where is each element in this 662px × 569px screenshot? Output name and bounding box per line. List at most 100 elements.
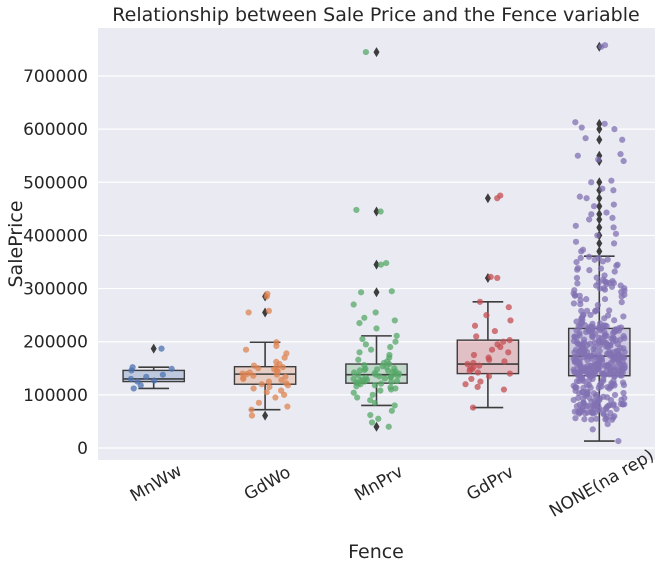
strip-point bbox=[621, 287, 628, 294]
strip-point bbox=[579, 246, 587, 253]
strip-point bbox=[620, 313, 627, 320]
strip-point bbox=[500, 338, 507, 345]
strip-point bbox=[598, 370, 605, 377]
strip-point bbox=[367, 397, 374, 404]
strip-point bbox=[603, 209, 610, 216]
strip-point bbox=[248, 412, 256, 419]
strip-point bbox=[265, 307, 272, 314]
strip-point bbox=[610, 187, 617, 194]
strip-point bbox=[599, 185, 606, 192]
strip-point bbox=[578, 341, 585, 348]
strip-point bbox=[597, 325, 604, 332]
strip-point bbox=[491, 327, 498, 335]
outlier-marker bbox=[373, 421, 380, 432]
strip-point bbox=[601, 120, 608, 127]
outlier-marker bbox=[596, 238, 603, 249]
strip-point bbox=[596, 395, 604, 402]
strip-point bbox=[248, 406, 255, 413]
strip-point bbox=[593, 307, 600, 314]
strip-point bbox=[614, 261, 621, 268]
strip-point bbox=[589, 325, 596, 332]
strip-point bbox=[130, 385, 137, 392]
strip-point bbox=[393, 377, 401, 385]
strip-point bbox=[572, 346, 580, 353]
outlier-marker bbox=[596, 214, 603, 225]
strip-point bbox=[506, 370, 513, 377]
strip-point bbox=[487, 273, 494, 280]
x-axis-label: Fence bbox=[348, 541, 404, 563]
strip-point bbox=[582, 135, 589, 142]
strip-point bbox=[377, 208, 384, 215]
strip-point bbox=[595, 384, 602, 392]
strip-point bbox=[127, 375, 135, 383]
strip-point bbox=[273, 339, 280, 346]
strip-point bbox=[572, 222, 579, 229]
strip-point bbox=[255, 399, 263, 406]
strip-point bbox=[594, 232, 601, 239]
strip-point bbox=[580, 311, 587, 318]
strip-point bbox=[620, 157, 627, 165]
strip-point bbox=[620, 333, 627, 340]
y-tick-label: 0 bbox=[77, 439, 88, 459]
strip-point bbox=[356, 367, 363, 374]
strip-point bbox=[273, 358, 280, 366]
strip-point bbox=[604, 420, 611, 428]
strip-point bbox=[596, 347, 603, 354]
strip-point bbox=[278, 387, 285, 394]
strip-point bbox=[387, 384, 394, 391]
strip-point bbox=[609, 277, 616, 285]
strip-point bbox=[601, 338, 608, 345]
strip-point bbox=[586, 216, 593, 223]
strip-point bbox=[611, 391, 619, 399]
strip-point bbox=[584, 391, 591, 398]
strip-point bbox=[601, 333, 608, 340]
strip-point bbox=[367, 411, 374, 419]
strip-point bbox=[595, 254, 602, 262]
strip-point bbox=[583, 195, 590, 202]
strip-point bbox=[168, 365, 175, 372]
strip-point bbox=[570, 290, 577, 297]
strip-point bbox=[590, 405, 598, 412]
strip-point bbox=[575, 322, 582, 330]
strip-point bbox=[619, 136, 626, 143]
strip-point bbox=[158, 345, 165, 352]
strip-points-3 bbox=[462, 192, 514, 411]
strip-point bbox=[388, 407, 395, 414]
strip-point bbox=[362, 341, 369, 348]
strip-point bbox=[159, 371, 166, 378]
strip-point bbox=[601, 315, 608, 322]
strip-point bbox=[369, 391, 376, 398]
strip-point bbox=[250, 362, 258, 369]
strip-point bbox=[469, 404, 477, 411]
strip-point bbox=[377, 380, 385, 387]
strip-point bbox=[573, 334, 580, 341]
strip-point bbox=[272, 394, 279, 401]
strip-point bbox=[375, 415, 382, 422]
strip-point bbox=[611, 268, 618, 275]
strip-point bbox=[574, 266, 581, 273]
strip-points-1 bbox=[239, 290, 292, 419]
strip-points-2 bbox=[350, 48, 403, 430]
outlier-marker bbox=[373, 206, 380, 217]
strip-point bbox=[371, 399, 378, 406]
strip-point bbox=[619, 359, 627, 366]
strip-point bbox=[597, 265, 605, 272]
strip-point bbox=[613, 327, 620, 334]
strip-point bbox=[610, 377, 617, 384]
strip-point bbox=[242, 346, 250, 353]
strip-point bbox=[373, 325, 380, 332]
strip-point bbox=[151, 377, 158, 384]
strip-point bbox=[589, 426, 596, 433]
outlier-marker bbox=[596, 209, 603, 220]
strip-point bbox=[265, 378, 272, 385]
strip-point bbox=[468, 375, 475, 383]
strip-point bbox=[500, 386, 508, 393]
strip-point bbox=[134, 378, 141, 385]
strip-point bbox=[610, 240, 618, 247]
strip-point bbox=[580, 336, 588, 343]
strip-point bbox=[494, 274, 501, 282]
strip-point bbox=[617, 372, 624, 379]
strip-point bbox=[373, 366, 381, 373]
strip-point bbox=[392, 338, 399, 345]
